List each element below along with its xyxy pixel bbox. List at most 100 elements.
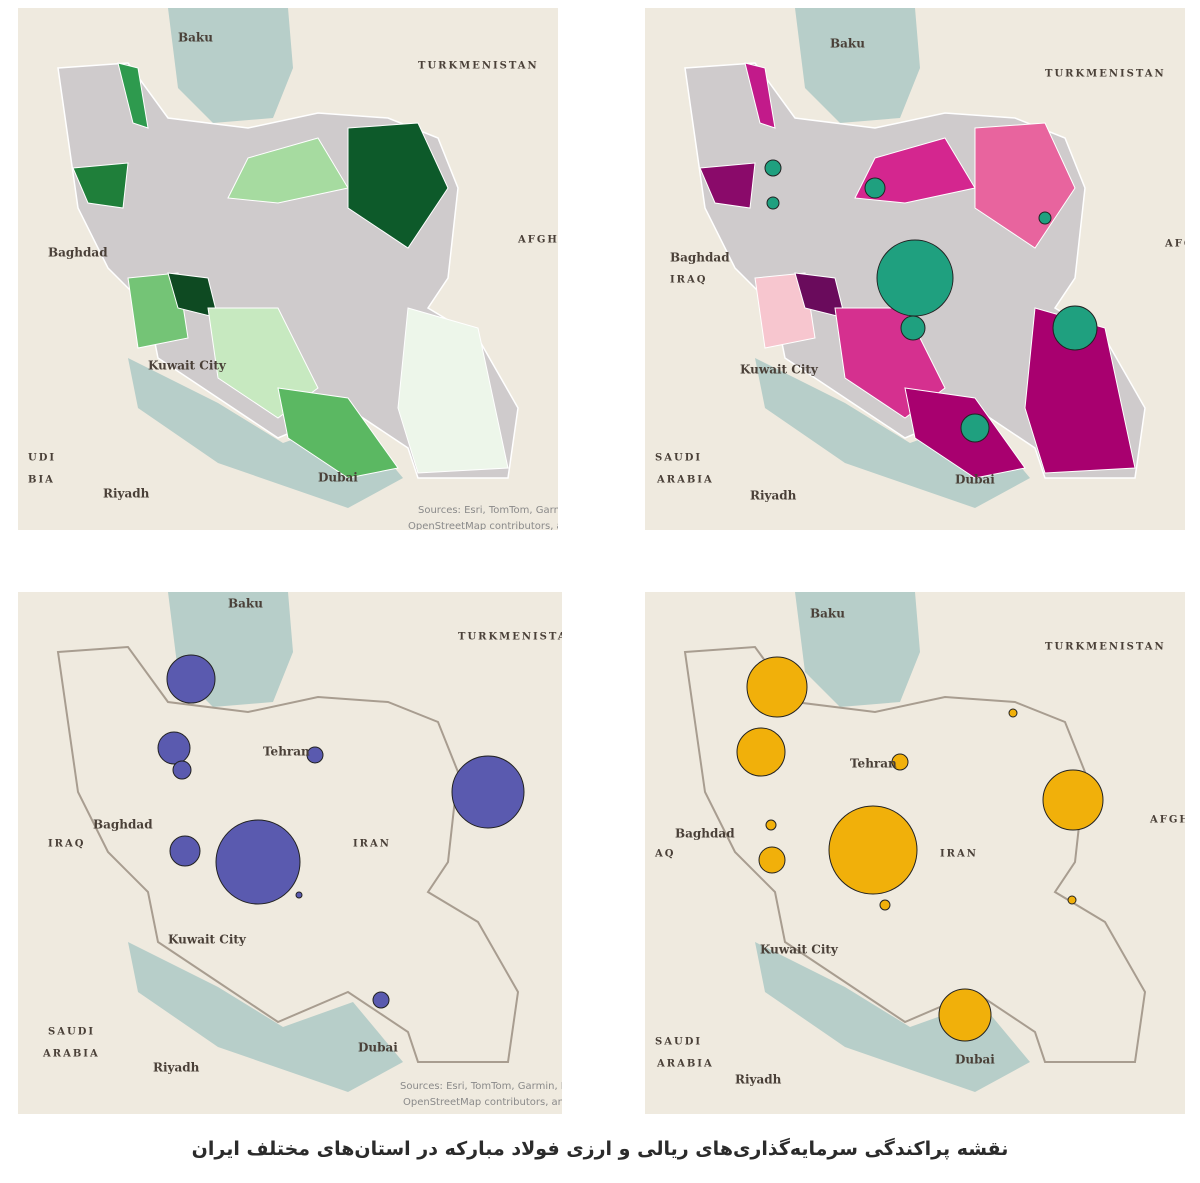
- bubble: [1038, 211, 1052, 225]
- place-label: Baghdad: [670, 251, 730, 265]
- place-label: Tehran: [850, 757, 897, 771]
- place-label: AFGH: [1149, 815, 1191, 826]
- caption: نقشه پراکندگی سرمایه‌گذاری‌های ریالی و ا…: [191, 1138, 1009, 1160]
- place-label: Baghdad: [48, 246, 108, 260]
- province: [227, 137, 349, 204]
- place-label: ARABIA: [656, 475, 714, 486]
- place-label: AFGH: [1164, 239, 1200, 250]
- caspian-sea: [795, 592, 920, 707]
- place-label: Baku: [810, 607, 845, 621]
- place-label: Baku: [178, 31, 213, 45]
- bubble: [169, 835, 201, 867]
- bubble: [891, 753, 909, 771]
- caspian-sea: [795, 8, 920, 123]
- place-label: Dubai: [955, 473, 995, 487]
- persian-gulf: [755, 358, 1030, 508]
- province: [347, 122, 449, 249]
- bubble: [864, 177, 886, 199]
- place-label: UDI: [28, 453, 56, 464]
- place-label: Baku: [830, 37, 865, 51]
- map-body: Baku TURKMENISTAN Tehran IRAN Baghdad IRAQ Kuw…: [18, 592, 643, 1114]
- bubble: [295, 891, 303, 899]
- place-label: IRAQ: [48, 839, 85, 850]
- place-label: SAUDI: [655, 1037, 702, 1048]
- bubble: [172, 760, 192, 780]
- place-label: TURKMENISTAN: [1045, 69, 1166, 80]
- place-label: Baghdad: [675, 827, 735, 841]
- bubble: [451, 755, 525, 829]
- place-label: Riyadh: [153, 1061, 200, 1075]
- place-label: Kuwait City: [760, 943, 839, 957]
- place-label: Kuwait City: [740, 363, 819, 377]
- place-label: Tehran: [263, 745, 310, 759]
- caspian-sea: [168, 8, 293, 123]
- place-label: IRAN: [353, 839, 391, 850]
- place-label: Baku: [228, 597, 263, 611]
- iran: [683, 645, 1147, 1063]
- map-grid: Baku TURKMENISTAN Baghdad Kuwait City UDI BIA…: [18, 8, 1200, 1114]
- map-panel: Baku TURKMENISTAN Baghdad IRAQ AFGH Kuwait Ci…: [645, 8, 1200, 530]
- place-label: Dubai: [318, 471, 358, 485]
- place-label: ARABIA: [656, 1059, 714, 1070]
- bubble: [764, 159, 782, 177]
- place-label: BIA: [28, 475, 55, 486]
- place-label: IRAN: [940, 849, 978, 860]
- bubble: [938, 988, 992, 1042]
- bubble: [736, 727, 786, 777]
- bubble: [1067, 895, 1077, 905]
- place-label: IRAQ: [670, 275, 707, 286]
- map-body: Baku TURKMENISTAN Baghdad IRAQ AFGH Kuwait Ci…: [645, 8, 1200, 530]
- bubble: [758, 846, 786, 874]
- place-label: Sources: Esri, TomTom, Garmin, FAO, NOAA…: [400, 1081, 643, 1092]
- place-label: OpenStreetMap contributors, and the GIS …: [408, 521, 642, 532]
- place-label: Riyadh: [735, 1073, 782, 1087]
- bubble: [372, 991, 390, 1009]
- bubble: [1008, 708, 1018, 718]
- province: [744, 62, 776, 129]
- place-label: TURKMENISTAN: [1045, 642, 1166, 653]
- bubble: [166, 654, 216, 704]
- place-label: SAUDI: [48, 1027, 95, 1038]
- persian-gulf: [128, 358, 403, 508]
- persian-gulf: [755, 942, 1030, 1092]
- place-label: Kuwait City: [168, 933, 247, 947]
- province: [117, 62, 149, 129]
- bubble: [746, 656, 808, 718]
- bubble: [306, 746, 324, 764]
- place-label: Baghdad: [93, 818, 153, 832]
- place-label: TURKMENISTAN: [458, 632, 579, 643]
- bubble: [766, 196, 780, 210]
- bubble: [1052, 305, 1098, 351]
- bubble: [900, 315, 926, 341]
- place-label: Riyadh: [750, 489, 797, 503]
- place-label: Sources: Esri, TomTom, Garmin, FAO, NOAA…: [418, 505, 684, 516]
- iran: [56, 645, 520, 1063]
- place-label: AFGHA: [517, 235, 569, 246]
- province: [72, 162, 129, 209]
- bubble: [157, 731, 191, 765]
- persian-gulf: [128, 942, 403, 1092]
- province: [699, 162, 756, 209]
- place-label: ARABIA: [42, 1049, 100, 1060]
- bubble: [960, 413, 990, 443]
- bubble: [1042, 769, 1104, 831]
- place-label: Dubai: [358, 1041, 398, 1055]
- place-label: Kuwait City: [148, 359, 227, 373]
- bubble: [828, 805, 918, 895]
- place-label: Riyadh: [103, 487, 150, 501]
- place-label: SAUDI: [655, 453, 702, 464]
- bubble: [879, 899, 891, 911]
- bubble: [215, 819, 301, 905]
- province: [277, 387, 399, 479]
- place-label: OpenStreetMap contributors, and the GIS: [403, 1097, 610, 1108]
- bubble: [876, 239, 954, 317]
- province: [397, 307, 509, 474]
- place-label: Dubai: [955, 1053, 995, 1067]
- map-body: Baku TURKMENISTAN Baghdad Kuwait City UDI BIA…: [18, 8, 684, 532]
- place-label: TURKMENISTAN: [418, 61, 539, 72]
- map-panel: Baku TURKMENISTAN Baghdad Kuwait City UDI BIA…: [18, 8, 684, 532]
- bubble: [765, 819, 777, 831]
